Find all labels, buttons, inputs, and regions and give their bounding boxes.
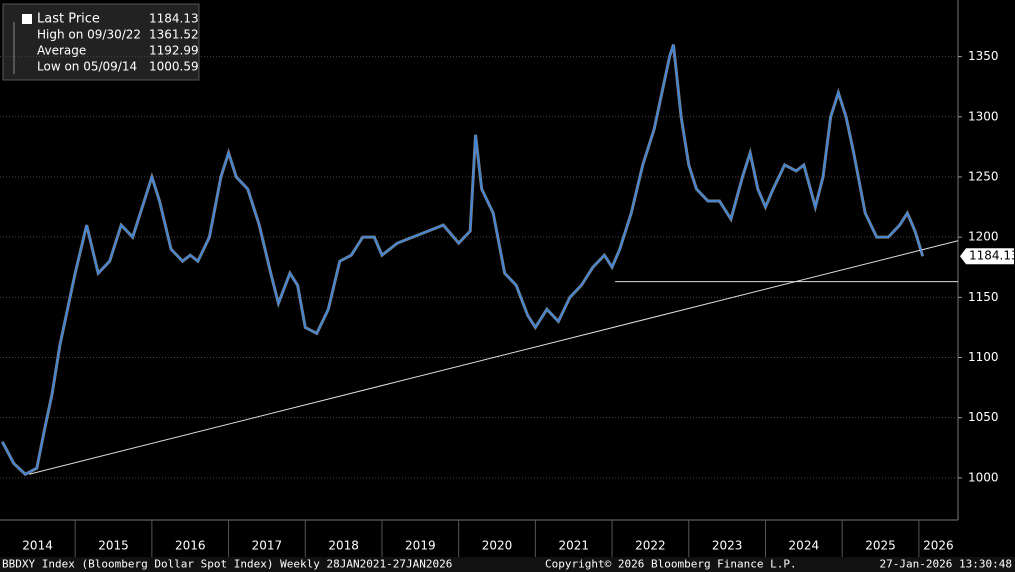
x-tick-label: 2022 (635, 539, 666, 553)
legend-value: 1361.52 (149, 28, 199, 42)
x-tick-label: 2018 (328, 539, 359, 553)
legend-value: 1184.13 (149, 12, 199, 26)
x-tick-label: 2024 (789, 539, 820, 553)
x-tick-label: 2015 (98, 539, 129, 553)
x-tick-label: 2019 (405, 539, 436, 553)
last-price-tag (960, 248, 1014, 265)
x-tick-label: 2016 (175, 539, 206, 553)
footer-text: 27-Jan-2026 13:30:48 (880, 558, 1012, 571)
price-line (1, 44, 924, 476)
legend-value: 1000.59 (149, 60, 199, 74)
legend-swatch (22, 14, 32, 24)
legend-box (2, 3, 200, 81)
last-price-label: 1184.13 (969, 249, 1015, 263)
y-tick-label: 1200 (968, 230, 999, 244)
y-tick-label: 1150 (968, 290, 999, 304)
x-tick-label: 2025 (865, 539, 896, 553)
y-tick-label: 1250 (968, 169, 999, 183)
y-tick-label: 1350 (968, 49, 999, 63)
legend-label: Last Price (37, 12, 100, 27)
x-tick-label: 2020 (482, 539, 513, 553)
footer-text: Copyright© 2026 Bloomberg Finance L.P. (545, 558, 797, 571)
legend-label: Average (37, 44, 86, 58)
trend-line (29, 240, 959, 475)
x-tick-label: 2023 (712, 539, 743, 553)
y-tick-label: 1300 (968, 109, 999, 123)
footer-strip (0, 557, 1015, 572)
x-tick-label: 2017 (252, 539, 283, 553)
legend-label: High on 09/30/22 (37, 28, 141, 42)
x-tick-label: 2026 (923, 539, 954, 553)
legend-label: Low on 05/09/14 (37, 60, 137, 74)
y-tick-label: 1100 (968, 350, 999, 364)
y-tick-label: 1000 (968, 470, 999, 484)
legend-value: 1192.99 (149, 44, 199, 58)
x-tick-label: 2021 (558, 539, 589, 553)
x-tick-label: 2014 (22, 539, 53, 553)
y-tick-label: 1050 (968, 410, 999, 424)
footer-text: BBDXY Index (Bloomberg Dollar Spot Index… (2, 558, 452, 571)
